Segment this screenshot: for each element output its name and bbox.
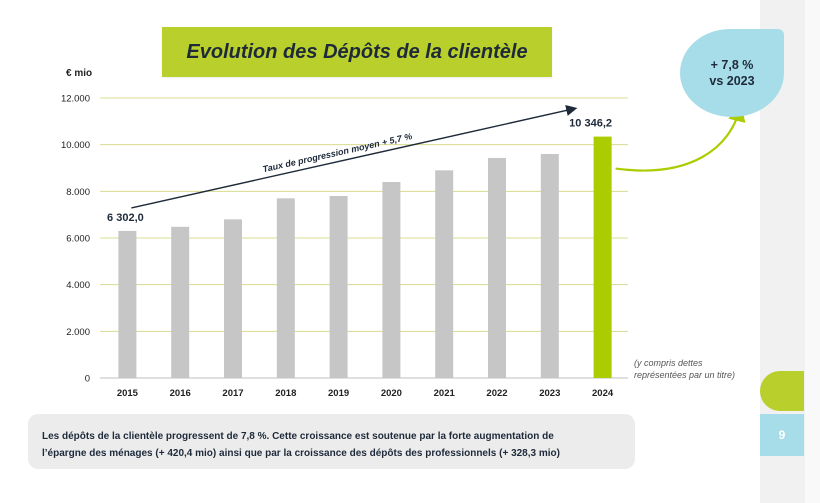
trend-arrow xyxy=(131,104,578,209)
x-tick-label: 2022 xyxy=(486,388,507,399)
x-tick-label: 2016 xyxy=(170,388,191,399)
x-tick-label: 2019 xyxy=(328,388,349,399)
bar-2024 xyxy=(593,136,612,378)
y-tick-label: 4.000 xyxy=(66,280,90,291)
bar-2019 xyxy=(329,196,348,378)
bar-2023 xyxy=(540,154,559,378)
right-edge-strip xyxy=(805,0,820,503)
bar-2015 xyxy=(118,230,137,378)
y-tick-label: 10.000 xyxy=(61,140,90,151)
highlight-arrow xyxy=(615,103,746,172)
x-tick-label: 2024 xyxy=(592,388,614,399)
data-label: 6 302,0 xyxy=(107,212,144,224)
x-tick-label: 2023 xyxy=(539,388,560,399)
y-tick-label: 12.000 xyxy=(61,94,90,105)
x-tick-label: 2021 xyxy=(434,388,456,399)
growth-bubble: + 7,8 % vs 2023 xyxy=(680,29,784,117)
page-number-box: 9 xyxy=(760,414,804,456)
data-label: 10 346,2 xyxy=(569,118,612,130)
x-tick-label: 2018 xyxy=(275,388,296,399)
title-banner: Evolution des Dépôts de la clientèle xyxy=(162,27,552,77)
bar-2018 xyxy=(276,198,295,378)
bar-2016 xyxy=(171,226,190,378)
growth-percent: + 7,8 % xyxy=(710,58,754,72)
footnote: (y compris dettes représentées par un ti… xyxy=(634,358,736,380)
trend-label: Taux de progression moyen + 5,7 % xyxy=(262,131,413,174)
summary-line-2: l’épargne des ménages (+ 420,4 mio) ains… xyxy=(42,448,560,459)
bar-2017 xyxy=(224,219,242,378)
x-tick-label: 2020 xyxy=(381,388,402,399)
y-tick-label: 2.000 xyxy=(66,327,90,338)
bar-2020 xyxy=(382,182,401,378)
summary-line-1: Les dépôts de la clientèle progressent d… xyxy=(42,431,554,442)
summary-box: Les dépôts de la clientèle progressent d… xyxy=(28,414,635,469)
bar-2022 xyxy=(488,157,506,378)
y-tick-label: 0 xyxy=(85,374,90,385)
page-number: 9 xyxy=(778,428,786,442)
y-tick-label: 6.000 xyxy=(66,234,90,245)
decorative-green-tab xyxy=(760,371,804,411)
y-tick-label: 8.000 xyxy=(66,187,90,198)
growth-comparison: vs 2023 xyxy=(709,74,755,88)
y-axis-unit: € mio xyxy=(66,68,93,79)
bar-2021 xyxy=(435,170,454,378)
x-tick-label: 2017 xyxy=(222,388,243,399)
x-tick-label: 2015 xyxy=(117,388,139,399)
chart-title: Evolution des Dépôts de la clientèle xyxy=(186,40,528,63)
